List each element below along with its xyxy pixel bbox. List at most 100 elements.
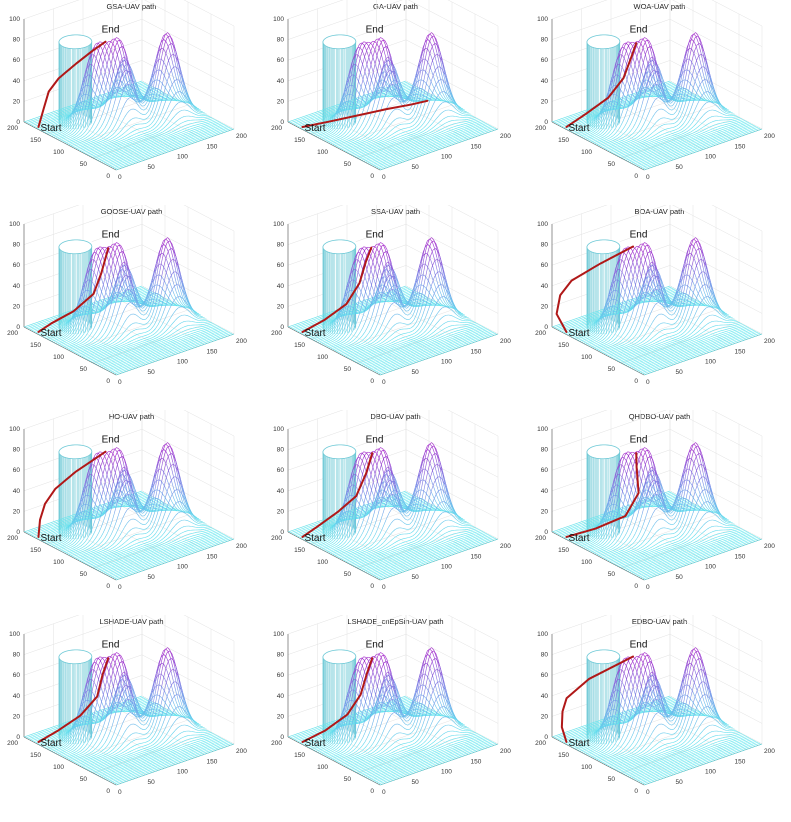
surface-line — [386, 152, 390, 154]
surface-line — [405, 109, 409, 111]
surface-line — [184, 145, 187, 147]
surface-line — [67, 117, 70, 122]
surface-line — [32, 121, 35, 123]
surface-line — [143, 154, 146, 156]
surface-line — [82, 151, 86, 154]
surface-line — [213, 133, 216, 135]
surface-line — [401, 97, 405, 103]
surface-line — [146, 151, 149, 154]
surface-line — [107, 136, 111, 139]
surface-line — [398, 129, 402, 131]
surface-line — [98, 103, 102, 105]
surface-line — [444, 126, 448, 128]
surface-line — [202, 132, 206, 134]
surface-line — [83, 130, 86, 135]
surface-line — [150, 86, 154, 88]
surface-line — [70, 115, 74, 121]
surface-line — [33, 125, 36, 128]
surface-line — [95, 42, 98, 45]
surface-line — [118, 135, 122, 138]
surface-line — [136, 156, 139, 159]
surface-line — [119, 162, 123, 165]
surface-line — [446, 128, 450, 130]
surface-line — [131, 160, 134, 162]
surface-line — [148, 143, 152, 145]
surface-line — [70, 143, 73, 145]
surface-line — [88, 154, 91, 156]
surface-line — [141, 98, 144, 102]
surface-line — [365, 159, 369, 161]
surface-line — [124, 90, 128, 95]
surface-line — [428, 140, 431, 143]
surface-line — [112, 152, 115, 154]
surface-line — [103, 80, 107, 88]
surface-line — [140, 150, 143, 153]
surface-line — [398, 139, 402, 142]
surface-line — [442, 123, 446, 125]
surface-line — [154, 137, 158, 140]
surface-line — [90, 147, 93, 149]
surface-line — [322, 134, 325, 136]
surface-line — [127, 164, 131, 167]
surface-line — [106, 98, 110, 102]
surface-line — [138, 134, 141, 136]
surface-line — [378, 73, 382, 82]
surface-line — [439, 51, 443, 61]
surface-line — [462, 109, 465, 111]
surface-line — [388, 154, 391, 157]
surface-line — [140, 113, 144, 115]
surface-line — [475, 118, 478, 120]
surface-line — [116, 64, 120, 74]
surface-line — [382, 92, 386, 95]
surface-line — [98, 96, 102, 98]
surface-line — [158, 139, 161, 142]
surface-line — [155, 97, 159, 99]
surface-line — [57, 113, 61, 116]
surface-line — [363, 145, 366, 148]
surface-line — [433, 35, 436, 39]
surface-line — [216, 130, 219, 133]
surface-line — [364, 123, 368, 128]
surface-line — [371, 136, 375, 139]
surface-line — [309, 132, 313, 134]
surface-line — [214, 120, 218, 122]
z-tick-label: 40 — [13, 78, 21, 85]
surface-line — [384, 146, 387, 148]
surface-line — [114, 159, 117, 162]
surface-line — [213, 125, 216, 127]
surface-line — [82, 145, 86, 147]
surface-line — [354, 49, 358, 59]
surface-line — [137, 147, 140, 149]
surface-line — [168, 134, 171, 136]
surface-line — [107, 139, 111, 141]
surface-line — [180, 136, 183, 139]
surface-line — [61, 120, 65, 123]
surface-line — [155, 51, 159, 64]
surface-line — [365, 151, 369, 153]
surface-line — [200, 133, 204, 135]
surface-line — [382, 159, 386, 162]
surface-line — [348, 152, 352, 154]
surface-line — [101, 97, 105, 101]
surface-line — [117, 155, 121, 157]
surface-line — [163, 85, 167, 90]
surface-line — [347, 106, 350, 108]
surface-line — [104, 163, 108, 165]
z-tick-label: 80 — [277, 37, 285, 44]
surface-line — [304, 127, 308, 130]
surface-line — [157, 92, 160, 94]
surface-line — [44, 121, 48, 123]
surface-line — [146, 125, 150, 128]
surface-line — [467, 122, 471, 124]
surface-line — [94, 116, 98, 123]
surface-line — [44, 131, 47, 133]
surface-line — [144, 142, 148, 145]
surface-line — [51, 127, 55, 129]
surface-line — [122, 90, 126, 94]
surface-line — [149, 134, 152, 137]
surface-line — [113, 124, 116, 129]
surface-line — [401, 136, 405, 139]
surface-line — [388, 137, 392, 140]
surface-line — [88, 58, 91, 70]
surface-line — [60, 133, 63, 136]
